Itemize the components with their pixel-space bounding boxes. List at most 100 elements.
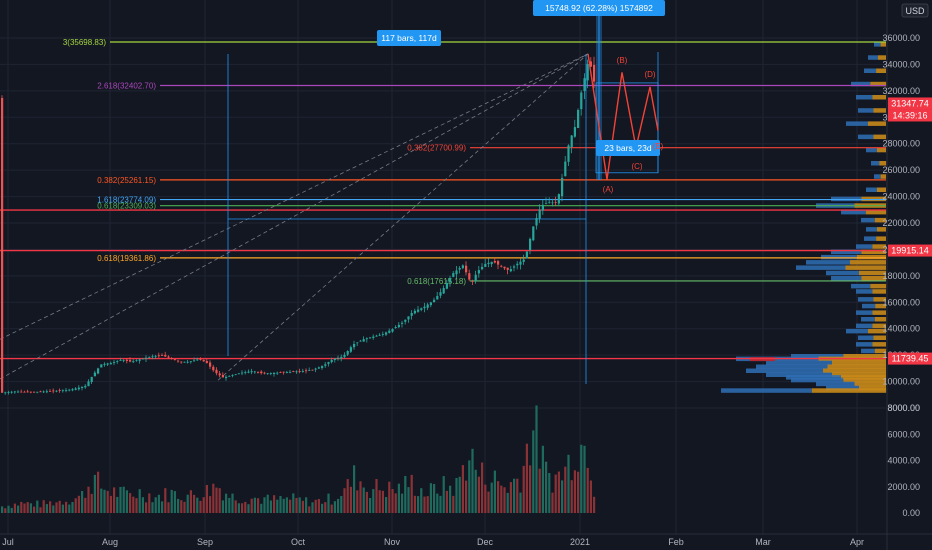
volume-profile-bar [856,254,887,260]
volume-bar [503,487,506,513]
volume-bar [52,505,55,513]
volume-profile-bar [827,364,886,369]
volume-bar [61,504,64,513]
volume-bar [433,484,436,513]
volume-bar [506,492,509,513]
volume-profile-bar [791,354,844,359]
candle-body [138,359,141,361]
price-tag-label: 14:39:16 [892,110,927,120]
volume-profile-bar [850,260,886,265]
volume-bar [157,494,160,513]
volume-profile-bar [874,217,887,223]
volume-bar [180,500,183,513]
price-tick-label: 28000.00 [882,139,920,149]
candle-body [244,372,247,373]
drawings [0,0,659,384]
candle-body [401,322,404,324]
candle-body [26,391,29,393]
annotation-box [377,30,441,46]
volume-bar [567,454,570,513]
volume-profile-bar [872,323,886,329]
trendline-dashed [0,53,589,380]
candle-body [397,324,400,328]
trendline-dashed [217,53,589,381]
candle-body [413,310,416,314]
price-tick-label: 34000.00 [882,59,920,69]
annotation-label: 15748.92 (62.28%) 1574892 [545,3,653,13]
volume-bar [513,478,516,513]
volume-bar [465,480,468,513]
currency-box [901,3,929,18]
candle-body [61,390,64,392]
candle-body [298,371,301,372]
candle-body [525,251,528,259]
price-tag [888,244,932,257]
volume-bar [477,476,480,513]
candle-body [557,194,560,204]
candle-body [417,309,420,312]
volume-profile-bar [873,134,886,140]
candle-body [381,334,384,335]
candle-body [177,360,180,362]
time-tick-label: Feb [668,537,684,547]
candle-body [433,299,436,302]
candle-body [180,361,183,363]
candle-body [301,371,304,372]
volume-profile-bar [831,276,862,281]
candle-body [119,360,122,361]
candle-body [145,357,148,359]
time-tick-label: Apr [850,537,864,547]
candle-body [458,268,461,270]
candle-body [106,363,109,365]
candle-body [349,347,352,352]
candle-body [586,64,589,81]
volume-bar [343,488,346,513]
volume-bar [474,469,477,513]
volume-bar [148,493,151,513]
volume-bar [266,494,269,513]
wave-label: (C) [631,162,642,171]
volume-bar [445,490,448,513]
fib-level-label: 0.618(23309.03) [97,202,156,211]
volume-profile-bar [746,368,823,373]
candle-body [292,371,295,372]
volume-profile-bar [845,265,886,270]
candle-body [522,259,525,262]
volume-profile-bar [832,360,886,366]
candle-body [129,360,132,362]
volume-bar [90,493,93,513]
volume-bar [154,497,157,513]
volume-bar [74,498,77,513]
volume-bar [129,493,132,513]
volume-profile-bar [875,303,886,309]
volume-bar [212,483,215,513]
volume-bar [225,493,228,513]
fib-levels: 3(35698.83) 2.618(32402.70) 0.382(27700.99… [0,38,886,360]
price-axis[interactable]: 36000.0034000.0032000.0030000.0028000.00… [882,3,932,518]
volume-profile-bar [786,375,841,380]
fib-level-label: 0.618(17615.18) [407,277,466,286]
volume-profile-bar [811,388,887,393]
candle-body [253,371,256,373]
candle-body [148,356,151,358]
volume-profile-bar [851,81,871,87]
volume-bar [413,495,416,513]
candle-body [538,209,541,219]
volume-bar [589,480,592,513]
volume-profile-bar [831,196,862,202]
candle-body [74,388,77,390]
volume-bar [519,492,522,513]
volume-bar [119,487,122,513]
volume-bar [314,499,317,513]
volume-bar [487,491,490,513]
time-axis[interactable]: Jul Aug Sep Oct Nov Dec 2021 Feb Mar Apr [2,537,864,547]
candle-body [87,381,90,387]
volume-profile-bar [756,364,828,369]
candle-body [68,389,71,391]
candle-body [356,342,359,344]
candle-body [58,390,61,391]
volume-bar [237,503,240,513]
elliott-wave [587,53,659,180]
